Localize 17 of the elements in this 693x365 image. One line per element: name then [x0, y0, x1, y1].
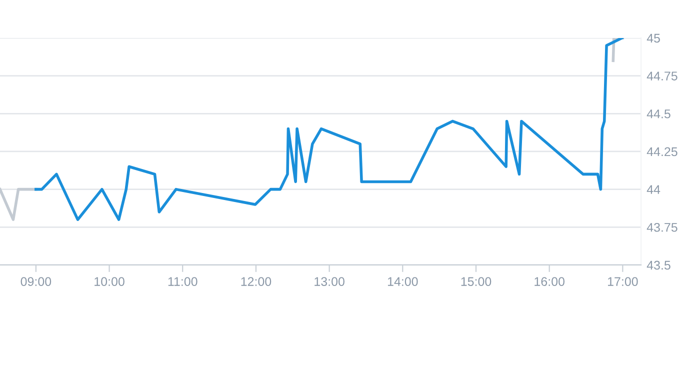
x-tick-label: 16:00	[534, 277, 564, 286]
y-tick-label: 44.75	[646, 72, 678, 80]
x-tick-label: 13:00	[314, 277, 344, 286]
x-tick-label: 11:00	[168, 277, 198, 286]
x-tick-label: 15:00	[461, 277, 492, 286]
y-tick-label: 43.75	[646, 222, 678, 232]
x-tick-label: 09:00	[20, 277, 52, 286]
y-tick-label: 43.5	[646, 260, 670, 270]
x-tick-label: 10:00	[94, 277, 124, 286]
line-series	[34, 38, 624, 221]
y-tick-label: 45	[646, 34, 660, 43]
y-tick-label: 44.25	[646, 147, 678, 156]
x-tick-label: 14:00	[388, 277, 418, 286]
y-tick-label: 44	[646, 185, 660, 194]
x-tick-label: 17:00	[608, 277, 638, 286]
x-tick-label: 12:00	[241, 277, 272, 286]
y-tick-label: 44.5	[646, 110, 670, 118]
